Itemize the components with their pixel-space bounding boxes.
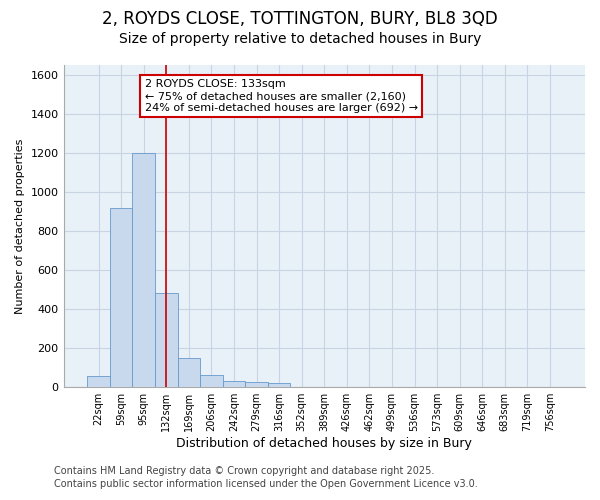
- Bar: [155, 294, 178, 387]
- Bar: [178, 358, 200, 387]
- Y-axis label: Number of detached properties: Number of detached properties: [15, 138, 25, 314]
- Text: Contains HM Land Registry data © Crown copyright and database right 2025.
Contai: Contains HM Land Registry data © Crown c…: [54, 466, 478, 489]
- Bar: [110, 208, 133, 387]
- Text: 2, ROYDS CLOSE, TOTTINGTON, BURY, BL8 3QD: 2, ROYDS CLOSE, TOTTINGTON, BURY, BL8 3Q…: [102, 10, 498, 28]
- Text: Size of property relative to detached houses in Bury: Size of property relative to detached ho…: [119, 32, 481, 46]
- Bar: [133, 153, 155, 387]
- X-axis label: Distribution of detached houses by size in Bury: Distribution of detached houses by size …: [176, 437, 472, 450]
- Bar: [223, 382, 245, 387]
- Bar: [87, 376, 110, 387]
- Bar: [268, 384, 290, 387]
- Bar: [245, 382, 268, 387]
- Text: 2 ROYDS CLOSE: 133sqm
← 75% of detached houses are smaller (2,160)
24% of semi-d: 2 ROYDS CLOSE: 133sqm ← 75% of detached …: [145, 80, 418, 112]
- Bar: [200, 376, 223, 387]
